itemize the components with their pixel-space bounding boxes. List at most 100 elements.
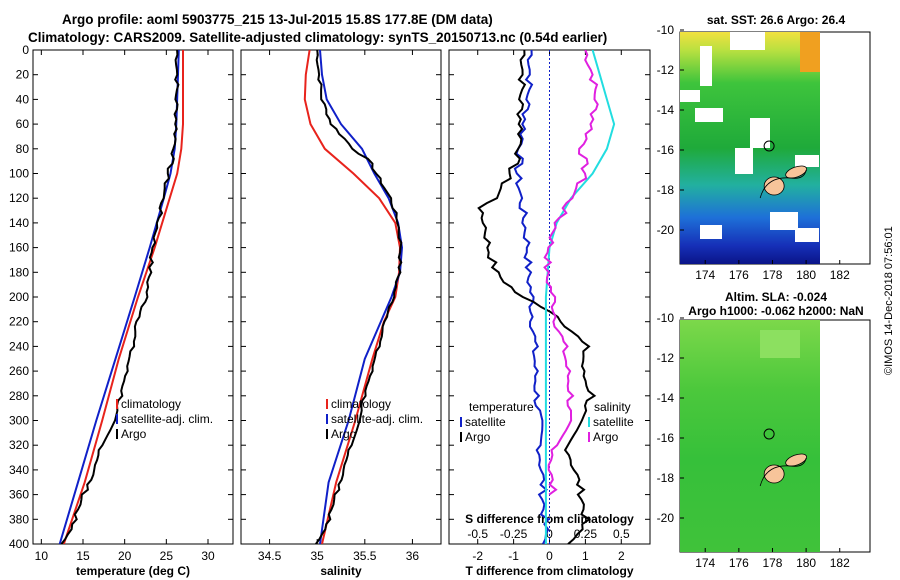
plot-frame xyxy=(240,49,442,545)
y-tick-label: 240 xyxy=(9,339,29,353)
legend-label: Argo xyxy=(121,427,147,441)
y-tick-label: 220 xyxy=(9,315,29,329)
map-subtitle: Argo h1000: -0.062 h2000: NaN xyxy=(688,304,863,318)
missing-data-patch xyxy=(735,148,753,174)
plot-frame xyxy=(32,49,234,545)
series-argo xyxy=(60,50,180,544)
x-tick-label: 35.5 xyxy=(353,549,377,563)
map-y-tick-label: -18 xyxy=(657,183,675,197)
missing-data-patch xyxy=(730,32,765,50)
series-climatology xyxy=(62,50,184,544)
y-tick-label: 120 xyxy=(9,191,29,205)
map-sst-map: 174 176 178 180 182 -10 -12 -14 -16 -18 -20 sat. SS… xyxy=(657,13,871,282)
y-tick-label: 200 xyxy=(9,290,29,304)
x2-tick-label: -0.25 xyxy=(500,527,528,541)
missing-data-patch xyxy=(750,118,770,148)
map-y-tick-label: -20 xyxy=(657,511,675,525)
x-tick-label: 30 xyxy=(201,549,215,563)
map-y-tick-label: -10 xyxy=(657,23,675,37)
x-tick-label: -2 xyxy=(472,549,483,563)
x2-tick-label: -0.5 xyxy=(467,527,488,541)
map-x-tick-label: 178 xyxy=(762,556,782,570)
y-tick-label: 360 xyxy=(9,488,29,502)
map-x-tick-label: 176 xyxy=(729,556,749,570)
legend-label: climatology xyxy=(331,397,391,411)
island-vanua-levu xyxy=(785,165,808,179)
x2-tick-label: 0.5 xyxy=(613,527,630,541)
title-line-2: Climatology: CARS2009. Satellite-adjuste… xyxy=(28,30,608,45)
reef-contour xyxy=(759,457,807,487)
x-tick-label: 15 xyxy=(76,549,90,563)
series-temperature-satellite xyxy=(513,50,550,544)
missing-data-patch xyxy=(700,46,712,86)
map-y-tick-label: -16 xyxy=(657,143,675,157)
legend-label: Argo xyxy=(593,430,619,444)
y-tick-label: 260 xyxy=(9,364,29,378)
series-argo xyxy=(315,50,403,544)
y-tick-label: 40 xyxy=(16,92,30,106)
map-y-tick-label: -14 xyxy=(657,391,675,405)
y-tick-label: 320 xyxy=(9,438,29,452)
panel-difference: -2 -1 0 1 2T difference from climatology S di… xyxy=(448,49,651,578)
legend-label: Argo xyxy=(331,427,357,441)
x-axis-label: T difference from climatology xyxy=(465,564,633,578)
x-tick-label: 25 xyxy=(160,549,174,563)
map-x-tick-label: 182 xyxy=(830,556,850,570)
title-line-1: Argo profile: aoml 5903775_215 13-Jul-20… xyxy=(62,12,493,27)
x-tick-label: 34.5 xyxy=(258,549,282,563)
series-temperature-argo xyxy=(477,50,597,544)
x2-tick-label: 0.25 xyxy=(574,527,598,541)
map-sla-map: 174 176 178 180 182 -10 -12 -14 -16 -18 -20 Altim. … xyxy=(657,290,871,570)
island-vanua-levu xyxy=(785,453,808,467)
legend-label: Argo xyxy=(465,430,491,444)
x-tick-label: 35 xyxy=(311,549,325,563)
x-axis-label: temperature (deg C) xyxy=(76,564,190,578)
x-tick-label: 10 xyxy=(35,549,49,563)
legend-title-salinity: salinity xyxy=(594,400,631,414)
y-tick-label: 140 xyxy=(9,216,29,230)
y-tick-label: 20 xyxy=(16,68,30,82)
map-title: sat. SST: 26.6 Argo: 26.4 xyxy=(707,13,846,27)
legend-label: satellite-adj. clim. xyxy=(121,412,213,426)
series-climatology xyxy=(303,50,402,544)
y-tick-label: 400 xyxy=(9,537,29,551)
y-tick-label: 0 xyxy=(22,43,29,57)
missing-data-patch xyxy=(700,225,722,239)
series-salinity-argo xyxy=(543,50,599,496)
y-tick-label: 340 xyxy=(9,463,29,477)
argo-position-marker xyxy=(763,428,775,440)
reef-contour xyxy=(759,169,807,199)
panel-salinity: 34.5 35 35.5 36 salinity climatologysatellite… xyxy=(240,49,442,578)
map-y-tick-label: -12 xyxy=(657,351,675,365)
x-tick-label: -1 xyxy=(508,549,519,563)
y-tick-label: 160 xyxy=(9,241,29,255)
map-x-tick-label: 176 xyxy=(729,268,749,282)
x-tick-label: 1 xyxy=(582,549,589,563)
argo-position-marker xyxy=(763,140,775,152)
warm-patch xyxy=(800,32,820,72)
map-x-tick-label: 180 xyxy=(796,556,816,570)
map-y-tick-label: -18 xyxy=(657,471,675,485)
map-x-tick-label: 174 xyxy=(695,268,715,282)
x-axis-label: salinity xyxy=(320,564,362,578)
y-tick-label: 60 xyxy=(16,117,30,131)
map-title: Altim. SLA: -0.024 xyxy=(725,290,827,304)
map-y-tick-label: -14 xyxy=(657,103,675,117)
y-tick-label: 180 xyxy=(9,265,29,279)
missing-data-patch xyxy=(770,212,798,230)
legend-title-temperature: temperature xyxy=(469,400,534,414)
missing-data-patch xyxy=(695,108,723,122)
x-tick-label: 36 xyxy=(406,549,420,563)
x-tick-label: 20 xyxy=(118,549,132,563)
x2-axis-label: S difference from climatology xyxy=(465,512,634,526)
y-tick-label: 380 xyxy=(9,512,29,526)
x-tick-label: 2 xyxy=(618,549,625,563)
map-x-tick-label: 180 xyxy=(796,268,816,282)
missing-data-patch xyxy=(795,228,819,242)
y-tick-label: 300 xyxy=(9,414,29,428)
panel-temperature: 10 15 20 25 30020406080100120140160180200220… xyxy=(9,43,234,578)
legend-label: satellite xyxy=(593,415,634,429)
map-x-tick-label: 182 xyxy=(830,268,850,282)
missing-data-patch xyxy=(680,90,700,102)
